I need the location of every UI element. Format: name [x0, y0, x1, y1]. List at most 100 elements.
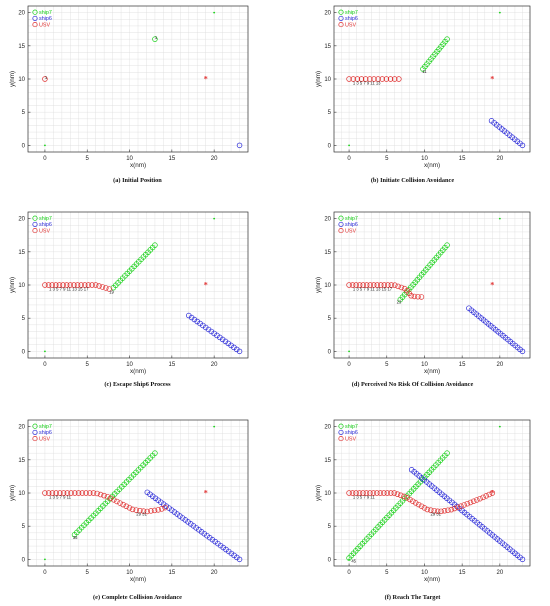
y-axis-label: y(nm): [315, 277, 322, 293]
data-point-usv: [97, 491, 104, 498]
y-tick-label: 20: [18, 425, 25, 431]
y-tick-label: 0: [328, 143, 332, 149]
point-index-label: 11: [422, 69, 427, 74]
data-point-usv: [461, 502, 467, 508]
data-point-usv: [415, 501, 422, 508]
point-index-label: 1 3 5 7 9 11: [49, 494, 71, 499]
data-point-usv: [421, 505, 428, 511]
data-point-usv: [148, 508, 154, 514]
legend-label-ship6: ship6: [39, 430, 52, 436]
data-point-usv: [350, 76, 356, 82]
data-point-usv: [434, 508, 441, 515]
data-point-usv: [356, 282, 363, 288]
data-point-usv: [89, 282, 95, 288]
data-point-usv: [94, 490, 100, 497]
panel-b: 0 5 10 15 20 0 5 10 15 20 x(nm) y(nm) * 1 3 5 7 9 11 …: [315, 5, 531, 169]
x-axis-label: x(nm): [424, 576, 440, 583]
data-point-usv: [349, 490, 356, 496]
point-index-label: 35: [73, 535, 78, 540]
point-index-label: 1 3 5 7 9 11 13 15 17: [49, 286, 89, 291]
y-tick-label: 20: [18, 11, 25, 17]
legend-marker-usv: [338, 436, 344, 442]
y-tick-label: 10: [324, 491, 331, 497]
caption-e: (e) Complete Collision Avoidance: [93, 594, 182, 601]
data-point-usv: [353, 282, 359, 288]
data-point-ship6: [217, 334, 223, 341]
caption-f: (f) Reach The Target: [384, 594, 441, 601]
legend-label-ship6: ship6: [345, 430, 358, 436]
caption-c: (c) Escape Ship6 Process: [104, 381, 171, 388]
data-point-usv: [137, 507, 143, 514]
legend-label-ship7: ship7: [345, 216, 358, 222]
data-point-usv: [123, 503, 130, 510]
data-point-usv: [370, 282, 377, 288]
data-point-ship6: [236, 348, 243, 355]
data-point-usv: [381, 490, 387, 496]
point-index-label: 1 3 5 7 9 11 13 15 17: [353, 286, 393, 291]
data-point-usv: [72, 490, 78, 496]
data-point-usv: [75, 490, 82, 496]
legend-label-ship6: ship6: [39, 222, 52, 228]
data-point-ship7: [152, 36, 158, 42]
data-point-usv: [49, 282, 55, 288]
y-tick-label: 15: [324, 458, 331, 464]
data-point-ship6: [233, 346, 240, 353]
data-point-ship6: [408, 467, 415, 473]
data-point-usv: [68, 490, 74, 496]
y-tick-label: 10: [18, 491, 25, 497]
point-index-label: 1 3 5 7 9 11: [353, 494, 375, 499]
x-tick-label: 5: [86, 570, 90, 576]
data-point-ship7: [346, 555, 352, 561]
y-tick-label: 5: [22, 110, 26, 116]
data-point-ship6: [214, 332, 220, 339]
data-point-usv: [79, 490, 86, 496]
data-point-usv: [407, 496, 413, 503]
data-point-usv: [379, 76, 385, 82]
data-point-usv: [383, 76, 390, 82]
data-point-usv: [86, 490, 93, 496]
data-point-usv: [367, 76, 373, 82]
data-point-usv: [67, 282, 74, 288]
y-tick-label: 10: [18, 283, 25, 289]
legend-marker-usv: [32, 228, 38, 234]
data-point-usv: [101, 492, 107, 499]
x-tick-label: 10: [421, 156, 428, 162]
data-point-ship7: [397, 296, 404, 303]
x-tick-label: 5: [385, 570, 389, 576]
legend-label-ship6: ship6: [39, 16, 52, 22]
y-axis-label: y(nm): [9, 277, 16, 293]
data-point-ship6: [202, 324, 209, 331]
legend-marker-ship7: [32, 9, 38, 15]
target-marker: *: [204, 281, 208, 290]
caption-d: (d) Perceived No Risk Of Collision Avoid…: [351, 381, 474, 388]
legend-marker-ship6: [32, 221, 38, 227]
data-point-usv: [360, 490, 366, 496]
legend-label-ship7: ship7: [39, 424, 52, 430]
data-point-ship6: [205, 326, 212, 333]
x-tick-label: 0: [43, 362, 47, 368]
data-point-ship6: [231, 344, 237, 351]
x-tick-label: 10: [421, 570, 428, 576]
data-point-usv: [418, 503, 425, 509]
data-point-usv: [85, 282, 92, 288]
corner-marker: [44, 350, 46, 353]
panel-f: 0 5 10 15 20 0 5 10 15 20 x(nm) y(nm) * 1 3 5 7 9 11 2…: [315, 419, 531, 583]
data-point-usv: [404, 495, 410, 501]
data-point-usv: [53, 282, 59, 288]
data-point-usv: [411, 293, 418, 300]
x-tick-label: 5: [385, 362, 389, 368]
data-point-usv: [56, 282, 63, 288]
data-point-usv: [388, 282, 395, 288]
legend-label-ship7: ship7: [39, 10, 52, 16]
data-point-usv: [71, 282, 77, 288]
data-point-usv: [470, 498, 477, 504]
y-tick-label: 15: [324, 250, 331, 256]
legend-label-ship7: ship7: [39, 216, 52, 222]
data-point-usv: [467, 499, 474, 506]
data-point-usv: [448, 506, 455, 513]
data-point-usv: [388, 490, 394, 496]
data-point-usv: [367, 490, 373, 496]
target-marker: *: [204, 489, 208, 498]
data-point-usv: [358, 76, 365, 82]
point-index-label: 29 31: [136, 512, 147, 517]
